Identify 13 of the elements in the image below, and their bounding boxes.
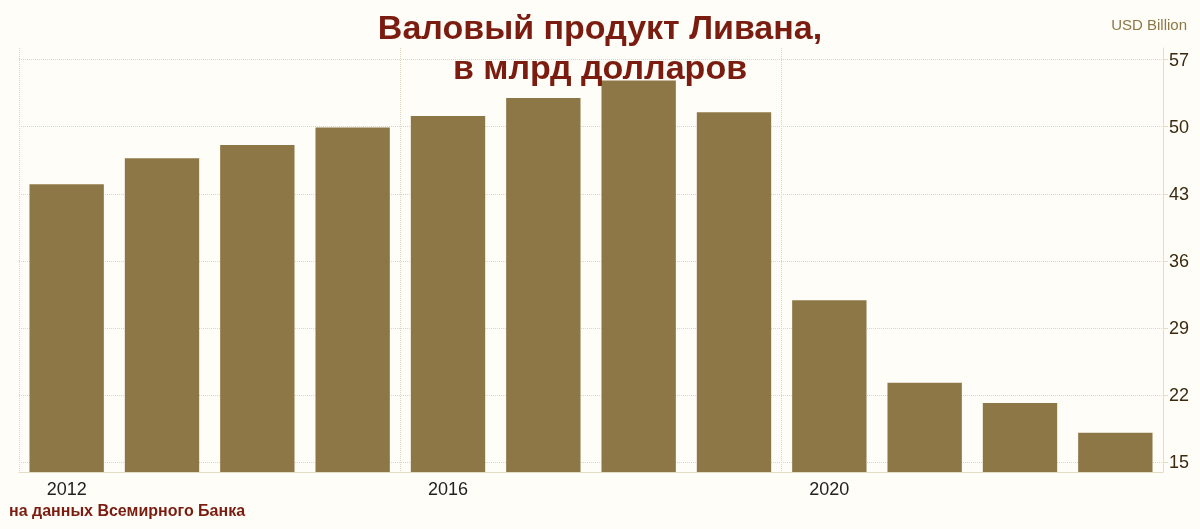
y-tick-label: 15 xyxy=(1169,452,1190,473)
text: на данных Всемирного Банка xyxy=(9,501,246,519)
y-axis-title: USD Billion xyxy=(1111,16,1187,33)
y-tick-label: 50 xyxy=(1169,116,1190,137)
y-tick-label: 29 xyxy=(1169,318,1190,339)
y-tick-label: 22 xyxy=(1169,385,1190,406)
chart-title: Валовый продукт Ливана, в млрд долларов xyxy=(377,8,823,86)
x-tick-label: 2016 xyxy=(427,479,469,499)
x-tick-label: 2012 xyxy=(46,479,87,499)
y-tick-label: 57 xyxy=(1169,49,1190,70)
x-tick-label: 2020 xyxy=(809,479,850,499)
y-tick-label: 36 xyxy=(1169,250,1190,271)
y-tick-label: 43 xyxy=(1169,183,1190,204)
